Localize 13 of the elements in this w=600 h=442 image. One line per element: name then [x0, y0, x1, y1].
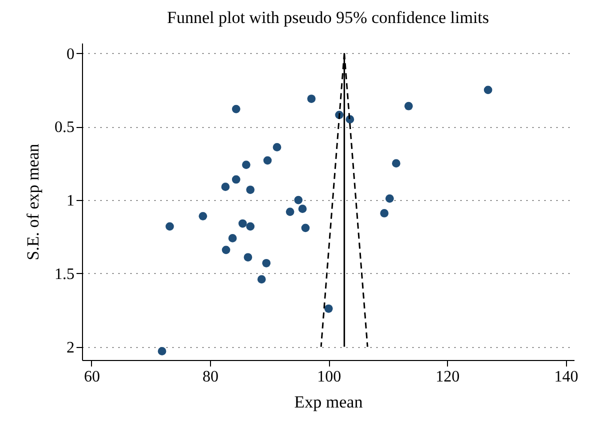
chart-title: Funnel plot with pseudo 95% confidence limits — [166, 8, 490, 27]
y-tick-label: 0.5 — [54, 119, 74, 136]
y-tick-label: 1.5 — [54, 266, 74, 283]
x-tick-label: 100 — [317, 368, 342, 386]
y-axis-title: S.E. of exp mean — [24, 143, 42, 260]
x-tick-label: 60 — [84, 368, 100, 386]
y-tick-label: 2 — [66, 339, 74, 356]
x-tick-label: 140 — [554, 368, 578, 386]
y-tick-label: 1 — [66, 192, 74, 210]
x-axis-title: Exp mean — [294, 392, 364, 412]
y-tick-label: 0 — [66, 46, 74, 63]
x-tick-label: 120 — [436, 368, 460, 386]
x-tick-label: 80 — [202, 368, 219, 386]
